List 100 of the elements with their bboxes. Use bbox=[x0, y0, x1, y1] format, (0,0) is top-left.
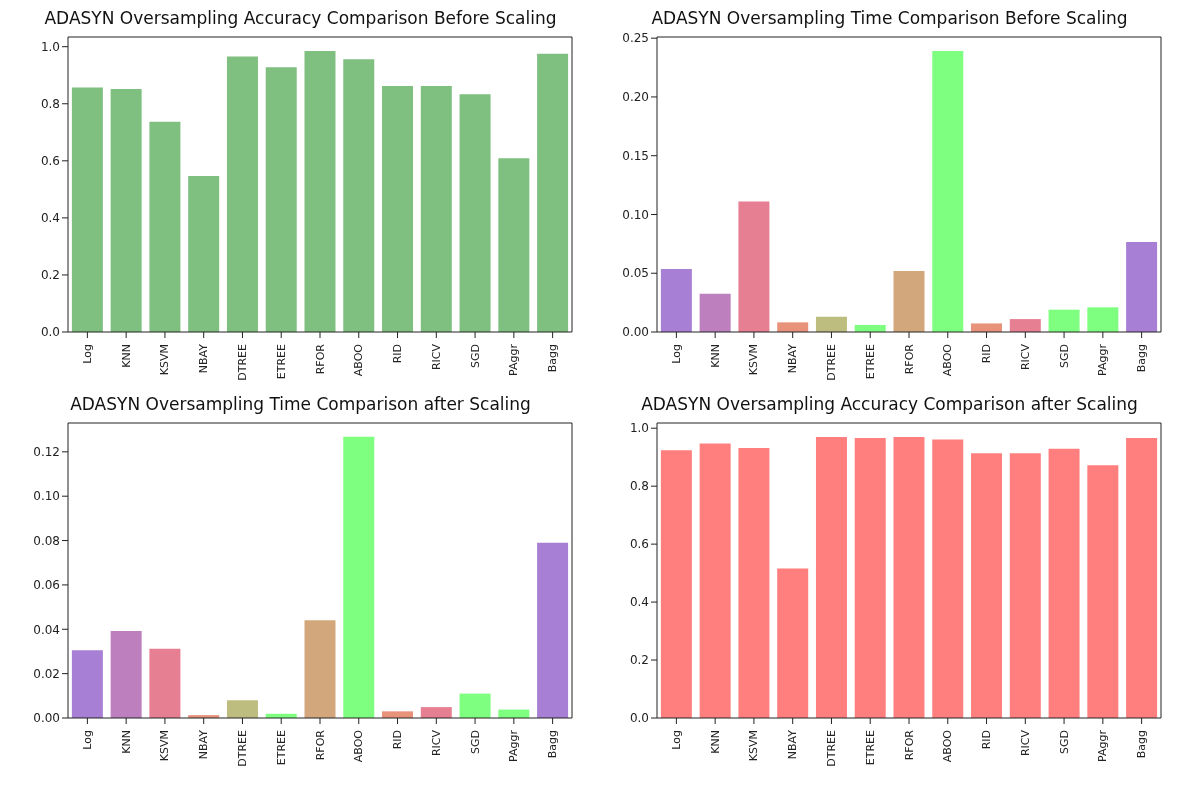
bar bbox=[815, 316, 847, 332]
x-tick-label: PAggr bbox=[1096, 729, 1110, 762]
y-tick-label: 0.00 bbox=[33, 711, 60, 726]
x-tick-label: DTREE bbox=[824, 729, 838, 767]
x-tick-label: Bagg bbox=[546, 730, 560, 759]
bar bbox=[660, 450, 692, 718]
x-tick-label: KNN bbox=[708, 730, 722, 754]
bar bbox=[110, 88, 142, 332]
x-tick-label: RFOR bbox=[902, 343, 916, 375]
bar bbox=[226, 700, 258, 718]
bar bbox=[699, 293, 731, 332]
x-tick-label: NBAY bbox=[786, 343, 800, 374]
y-tick-label: 1.0 bbox=[40, 39, 60, 54]
x-tick-label: ABOO bbox=[941, 729, 955, 763]
bar bbox=[226, 56, 258, 332]
bar bbox=[971, 453, 1003, 718]
y-tick-label: 0.05 bbox=[622, 266, 649, 281]
bar bbox=[420, 86, 452, 332]
chart-title: ADASYN Oversampling Accuracy Comparison after Scaling bbox=[640, 394, 1139, 416]
x-tick-label: KNN bbox=[119, 344, 133, 368]
y-tick-label: 0.8 bbox=[40, 97, 60, 112]
bar bbox=[71, 650, 103, 718]
y-tick-label: 0.4 bbox=[40, 211, 60, 226]
bar bbox=[149, 648, 181, 718]
x-tick-label: Bagg bbox=[1135, 730, 1149, 759]
bar bbox=[1087, 465, 1119, 718]
x-tick-label: PAggr bbox=[507, 729, 521, 762]
y-tick-label: 0.4 bbox=[629, 595, 649, 610]
bar bbox=[343, 59, 375, 332]
bar bbox=[343, 436, 375, 718]
x-tick-label: ABOO bbox=[352, 343, 366, 377]
y-tick-label: 0.10 bbox=[622, 207, 649, 222]
chart-title: ADASYN Oversampling Accuracy Comparison Before Scaling bbox=[43, 8, 558, 30]
y-tick-label: 0.12 bbox=[33, 445, 60, 460]
y-tick-label: 0.8 bbox=[629, 479, 649, 494]
bar bbox=[932, 51, 964, 332]
x-tick-label: KSVM bbox=[747, 730, 761, 762]
x-tick-label: ABOO bbox=[352, 729, 366, 763]
x-tick-label: Log bbox=[80, 730, 94, 750]
x-tick-label: NBAY bbox=[786, 729, 800, 760]
x-tick-label: Log bbox=[669, 730, 683, 750]
x-tick-label: DTREE bbox=[235, 729, 249, 767]
bar bbox=[1009, 319, 1041, 332]
x-tick-label: RICV bbox=[1018, 343, 1032, 371]
y-tick-label: 0.06 bbox=[33, 578, 60, 593]
x-tick-label: RFOR bbox=[313, 729, 327, 761]
bar bbox=[893, 270, 925, 332]
x-tick-label: Bagg bbox=[546, 344, 560, 373]
x-tick-label: Log bbox=[669, 344, 683, 364]
bar bbox=[1126, 242, 1158, 332]
x-tick-label: KSVM bbox=[747, 344, 761, 376]
x-tick-label: KSVM bbox=[158, 730, 172, 762]
y-tick-label: 0.6 bbox=[629, 537, 649, 552]
x-tick-label: RID bbox=[391, 344, 405, 364]
y-tick-label: 0.0 bbox=[40, 325, 60, 340]
bar bbox=[149, 121, 181, 332]
y-tick-label: 0.25 bbox=[622, 31, 649, 46]
x-tick-label: RID bbox=[980, 344, 994, 364]
y-tick-label: 0.00 bbox=[622, 325, 649, 340]
x-tick-label: RFOR bbox=[313, 343, 327, 375]
x-tick-label: RICV bbox=[429, 343, 443, 371]
bar bbox=[459, 94, 491, 332]
x-tick-label: NBAY bbox=[197, 729, 211, 760]
x-tick-label: KNN bbox=[119, 730, 133, 754]
bar bbox=[777, 322, 809, 332]
y-tick-label: 0.02 bbox=[33, 666, 60, 681]
x-tick-label: SGD bbox=[468, 730, 482, 754]
bar bbox=[537, 53, 569, 332]
x-tick-label: Bagg bbox=[1135, 344, 1149, 373]
bar bbox=[777, 568, 809, 718]
y-tick-label: 0.08 bbox=[33, 533, 60, 548]
y-tick-label: 0.6 bbox=[40, 154, 60, 169]
bar bbox=[738, 447, 770, 718]
x-tick-label: SGD bbox=[1057, 344, 1071, 368]
y-tick-label: 0.2 bbox=[40, 268, 60, 283]
x-tick-label: RICV bbox=[429, 729, 443, 757]
bar bbox=[932, 439, 964, 718]
bar bbox=[382, 711, 414, 718]
y-tick-label: 1.0 bbox=[629, 421, 649, 436]
x-tick-label: KNN bbox=[708, 344, 722, 368]
bar bbox=[699, 443, 731, 718]
x-tick-label: NBAY bbox=[197, 343, 211, 374]
x-tick-label: ETREE bbox=[274, 729, 288, 766]
chart-title: ADASYN Oversampling Time Comparison after Scaling bbox=[69, 394, 532, 416]
bar bbox=[1009, 453, 1041, 718]
x-tick-label: Log bbox=[80, 344, 94, 364]
bar bbox=[971, 323, 1003, 332]
x-tick-label: ETREE bbox=[863, 729, 877, 766]
y-tick-label: 0.15 bbox=[622, 148, 649, 163]
bar bbox=[71, 87, 103, 332]
x-tick-label: SGD bbox=[1057, 730, 1071, 754]
bar bbox=[265, 67, 297, 332]
bar bbox=[815, 436, 847, 718]
x-tick-label: DTREE bbox=[235, 343, 249, 381]
x-tick-label: SGD bbox=[468, 344, 482, 368]
x-tick-label: ETREE bbox=[863, 343, 877, 380]
bar bbox=[304, 620, 336, 718]
bar bbox=[537, 542, 569, 718]
x-tick-label: RID bbox=[391, 730, 405, 750]
bar bbox=[420, 707, 452, 718]
